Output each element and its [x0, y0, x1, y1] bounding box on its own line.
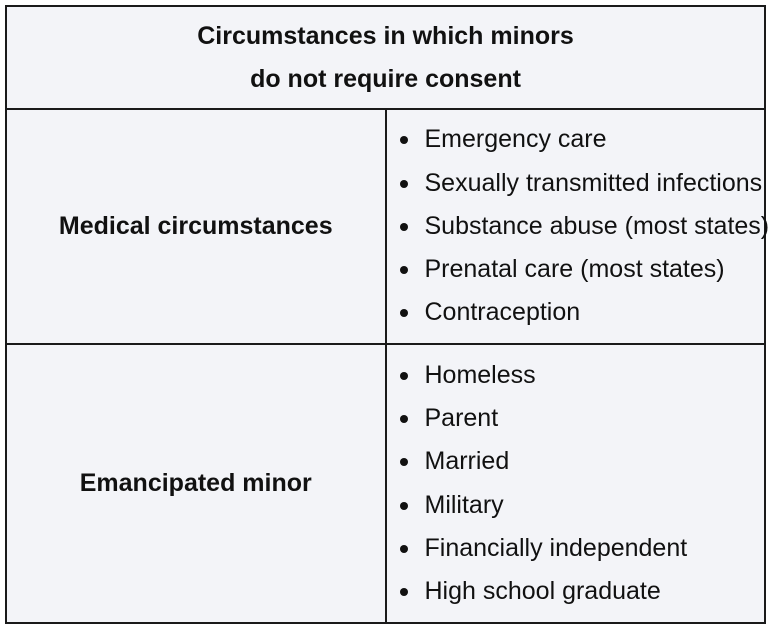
- table-title: Circumstances in which minors do not req…: [5, 5, 766, 110]
- list-item-text: Homeless: [424, 360, 536, 389]
- bullet-icon: [399, 414, 408, 423]
- list-item: Prenatal care (most states): [399, 248, 765, 291]
- consent-table-container: Circumstances in which minors do not req…: [5, 5, 769, 624]
- list-item-text: Parent: [424, 403, 499, 432]
- consent-table: Circumstances in which minors do not req…: [5, 5, 769, 624]
- list-item-text: Financially independent: [424, 533, 688, 562]
- bullet-icon: [399, 179, 408, 188]
- list-item: High school graduate: [399, 570, 765, 613]
- list-item: Substance abuse (most states): [399, 205, 769, 248]
- list-item-text: Sexually transmitted infections: [424, 168, 763, 197]
- list-item-text: Emergency care: [424, 125, 607, 154]
- list-item: Sexually transmitted infections: [399, 162, 765, 205]
- table-title-line-1: Circumstances in which minors: [197, 21, 574, 50]
- list-item-text: Prenatal care (most states): [424, 255, 725, 284]
- table-header-row: Circumstances in which minors do not req…: [5, 5, 766, 110]
- bullet-icon: [399, 458, 408, 467]
- bullet-icon: [399, 588, 408, 597]
- bullet-icon: [399, 501, 408, 510]
- bullet-icon: [399, 222, 408, 231]
- list-item-text: Married: [424, 447, 510, 476]
- list-item: Homeless: [399, 354, 765, 397]
- row-items-emancipated: Homeless Parent Married Military Financi…: [384, 343, 766, 624]
- row-items-medical: Emergency care Sexually transmitted infe…: [384, 108, 769, 345]
- list-item: Military: [399, 484, 765, 527]
- list-item-text: High school graduate: [424, 577, 661, 606]
- list-item-text: Contraception: [424, 298, 581, 327]
- list-item: Married: [399, 440, 765, 483]
- bullet-icon: [399, 371, 408, 380]
- list-item-text: Military: [424, 490, 504, 519]
- list-item-text: Substance abuse (most states): [424, 211, 770, 240]
- bullet-icon: [399, 266, 408, 275]
- list-item: Parent: [399, 397, 765, 440]
- row-label-medical: Medical circumstances: [5, 108, 387, 345]
- table-row-medical: Medical circumstances Emergency care Sex…: [5, 108, 769, 345]
- emancipated-minor-list: Homeless Parent Married Military Financi…: [399, 354, 765, 614]
- list-item: Financially independent: [399, 527, 765, 570]
- bullet-icon: [399, 544, 408, 553]
- bullet-icon: [399, 309, 408, 318]
- row-label-emancipated: Emancipated minor: [5, 343, 387, 624]
- list-item: Emergency care: [399, 118, 765, 161]
- medical-circumstances-list: Emergency care Sexually transmitted infe…: [399, 118, 769, 334]
- bullet-icon: [399, 136, 408, 145]
- list-item: Contraception: [399, 291, 765, 334]
- table-title-line-2: do not require consent: [250, 64, 521, 93]
- table-row-emancipated: Emancipated minor Homeless Parent Marrie…: [5, 343, 766, 624]
